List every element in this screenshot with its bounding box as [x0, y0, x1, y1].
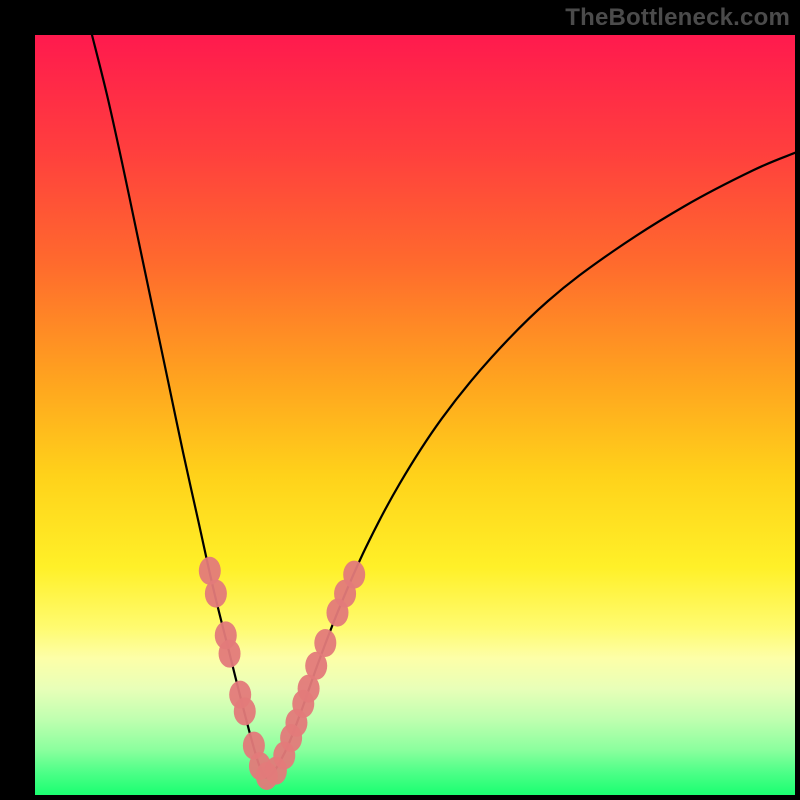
chart-svg	[0, 0, 800, 800]
data-marker	[219, 640, 241, 668]
data-marker	[234, 697, 256, 725]
plot-background	[35, 35, 795, 795]
stage: TheBottleneck.com	[0, 0, 800, 800]
data-marker	[314, 629, 336, 657]
data-marker	[343, 561, 365, 589]
data-marker	[205, 580, 227, 608]
